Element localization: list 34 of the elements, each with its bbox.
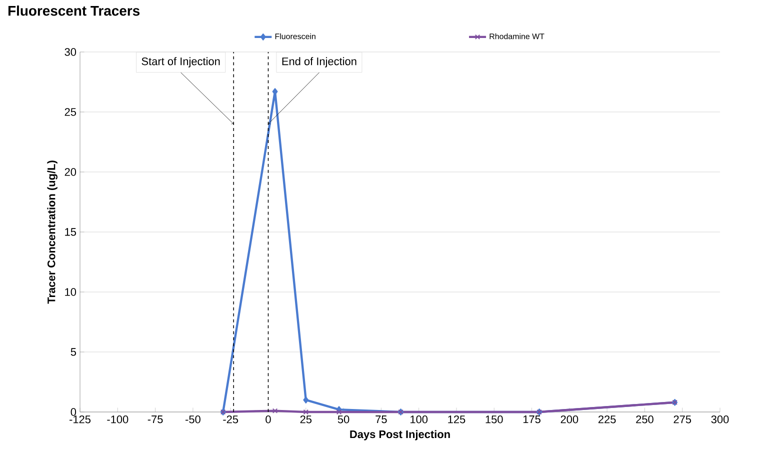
point	[303, 396, 309, 404]
x-tick-label: 50	[338, 416, 350, 424]
ref-line-label: Start of Injection	[142, 57, 220, 68]
x-tick-label: 75	[376, 416, 387, 424]
y-axis-title: Tracer Concentration (ug/L)	[47, 160, 58, 304]
y-tick-label: 5	[70, 348, 76, 356]
x-axis-title: Days Post Injection	[350, 430, 450, 440]
y-tick-label: 0	[70, 408, 76, 416]
y-tick-label: 20	[64, 168, 76, 176]
point	[336, 409, 342, 415]
x-tick-label: 250	[636, 416, 654, 424]
x-tick-label: 125	[448, 416, 466, 424]
y-tick-label: 15	[65, 228, 76, 236]
y-tick-label: 30	[64, 48, 76, 56]
x-tick-label: -125	[70, 416, 90, 424]
x-tick-label: -50	[186, 416, 200, 424]
x-tick-label: -100	[107, 416, 128, 424]
point	[272, 408, 278, 414]
y-tick-label: 10	[65, 288, 76, 296]
x-tick-label: 225	[598, 416, 616, 424]
x-tick-label: 300	[711, 416, 729, 424]
x-tick-label: 200	[560, 416, 578, 424]
x-tick-label: 150	[486, 416, 503, 424]
point	[303, 409, 308, 415]
x-tick-label: -25	[223, 416, 238, 424]
y-tick-label: 25	[64, 108, 76, 116]
x-tick-label: -75	[148, 416, 163, 424]
x-tick-label: 100	[410, 416, 428, 424]
ref-line-label: End of Injection	[282, 57, 356, 68]
chart-title: Fluorescent Tracers	[8, 6, 140, 16]
x-tick-label: 275	[674, 416, 692, 424]
x-tick-label: 25	[300, 416, 312, 424]
x-tick-label: 0	[266, 416, 271, 424]
x-tick-label: 175	[523, 416, 540, 424]
